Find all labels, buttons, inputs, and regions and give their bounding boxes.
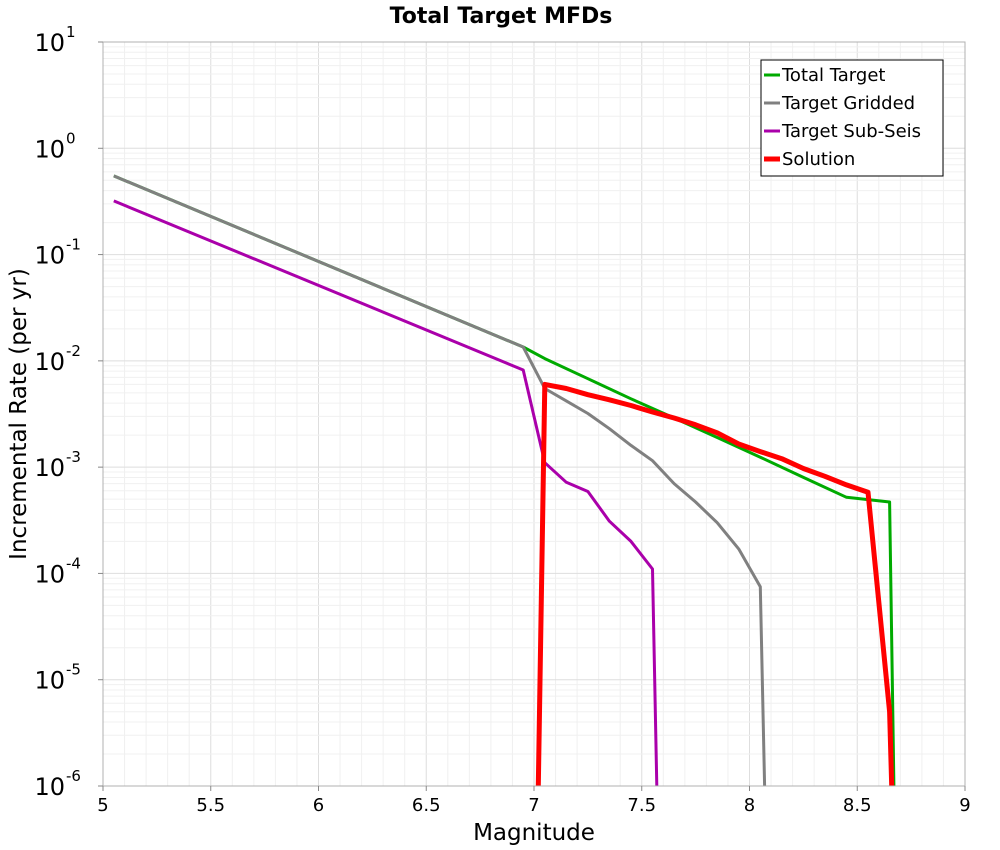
y-tick-exponent: -4 <box>66 554 81 572</box>
x-tick-label: 9 <box>959 795 970 816</box>
y-tick-label: 10 <box>34 348 65 376</box>
x-tick-label: 8.5 <box>843 795 872 816</box>
legend-label: Target Sub-Seis <box>781 121 921 142</box>
y-tick-label: 10 <box>34 29 65 57</box>
legend: Total Target Target Gridded Target Sub-Sei… <box>760 59 944 177</box>
legend-label: Solution <box>782 149 855 170</box>
grid <box>102 42 966 787</box>
y-tick-label: 10 <box>34 454 65 482</box>
y-tick-exponent: -5 <box>66 661 81 679</box>
y-tick-label: 10 <box>34 135 65 163</box>
x-tick-label: 6.5 <box>412 795 441 816</box>
y-tick-exponent: -6 <box>66 767 81 785</box>
x-tick-label: 5.5 <box>196 795 225 816</box>
x-axis-ticks: 5 5.5 6 6.5 7 7.5 8 8.5 9 <box>97 786 971 816</box>
x-axis-label: Magnitude <box>473 820 595 846</box>
x-tick-label: 7 <box>528 795 539 816</box>
legend-box <box>760 59 944 177</box>
x-tick-label: 6 <box>313 795 324 816</box>
legend-label: Total Target <box>781 65 885 86</box>
y-tick-exponent: -3 <box>66 448 81 466</box>
series-line-target-sub-seis <box>113 199 659 787</box>
y-tick-exponent: 1 <box>66 23 76 41</box>
legend-label: Target Gridded <box>781 93 915 114</box>
series-line-target-gridded <box>113 174 767 787</box>
series-layer <box>113 174 896 787</box>
y-tick-label: 10 <box>34 667 65 695</box>
y-tick-exponent: -2 <box>66 342 81 360</box>
y-tick-label: 10 <box>34 560 65 588</box>
x-tick-label: 5 <box>97 795 108 816</box>
y-tick-exponent: 0 <box>66 129 76 147</box>
y-tick-label: 10 <box>34 242 65 270</box>
x-tick-label: 7.5 <box>627 795 656 816</box>
chart-title: Total Target MFDs <box>390 4 613 29</box>
x-tick-label: 8 <box>744 795 755 816</box>
series-line-total-target <box>113 174 896 787</box>
series-line-solution <box>535 381 895 787</box>
y-axis-label: Incremental Rate (per yr) <box>6 268 32 560</box>
y-tick-label: 10 <box>34 773 65 801</box>
y-tick-exponent: -1 <box>66 236 81 254</box>
